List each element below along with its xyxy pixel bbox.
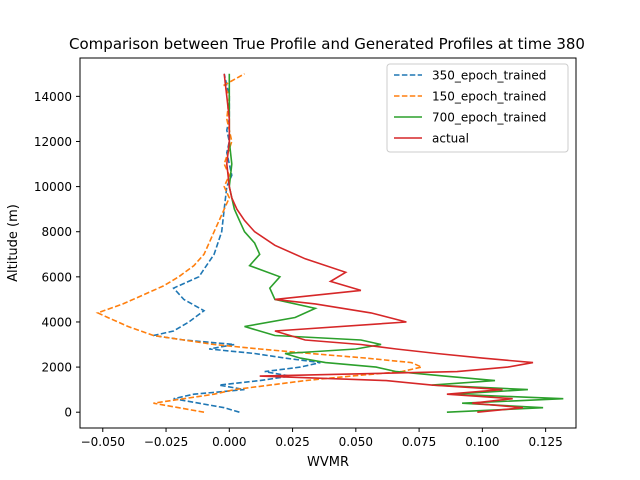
- y-tick-label: 0: [64, 406, 72, 420]
- plot-frame: [79, 57, 577, 429]
- series-line-3: [223, 73, 534, 413]
- legend-label-0: 350_epoch_trained: [432, 69, 546, 83]
- x-tick-label: 0.125: [528, 435, 562, 449]
- y-tick-label: 8000: [41, 225, 72, 239]
- x-tick-label: 0.025: [275, 435, 309, 449]
- legend-frame: [386, 63, 569, 153]
- y-tick-label: 14000: [34, 90, 72, 104]
- chart-title: Comparison between True Profile and Gene…: [69, 35, 585, 53]
- y-tick-label: 4000: [41, 315, 72, 329]
- y-axis-label: Altitude (m): [6, 204, 21, 282]
- x-tick-label: 0.050: [339, 435, 373, 449]
- legend-label-1: 150_epoch_trained: [432, 90, 546, 104]
- x-tick-label: 0.075: [402, 435, 436, 449]
- series-line-0: [153, 73, 321, 413]
- y-axis: 0 2000 4000 6000 8000 10000 12000 14000: [34, 90, 80, 420]
- x-tick-label: −0.025: [144, 435, 188, 449]
- y-tick-label: 12000: [34, 135, 72, 149]
- y-tick-label: 2000: [41, 361, 72, 375]
- x-tick-label: −0.050: [81, 435, 125, 449]
- legend-label-2: 700_epoch_trained: [432, 111, 546, 125]
- x-tick-label: 0.100: [465, 435, 499, 449]
- x-axis: −0.050 −0.025 0.000 0.025 0.050 0.075 0.100 0.1…: [81, 428, 563, 449]
- legend: 350_epoch_trained 150_epoch_trained 700_ep…: [386, 63, 569, 153]
- series-line-1: [95, 73, 425, 413]
- x-axis-label: WVMR: [307, 455, 349, 470]
- y-tick-label: 6000: [41, 270, 72, 284]
- legend-label-3: actual: [432, 132, 469, 146]
- y-tick-label: 10000: [34, 180, 72, 194]
- plot-series: [95, 73, 564, 413]
- x-tick-label: 0.000: [212, 435, 246, 449]
